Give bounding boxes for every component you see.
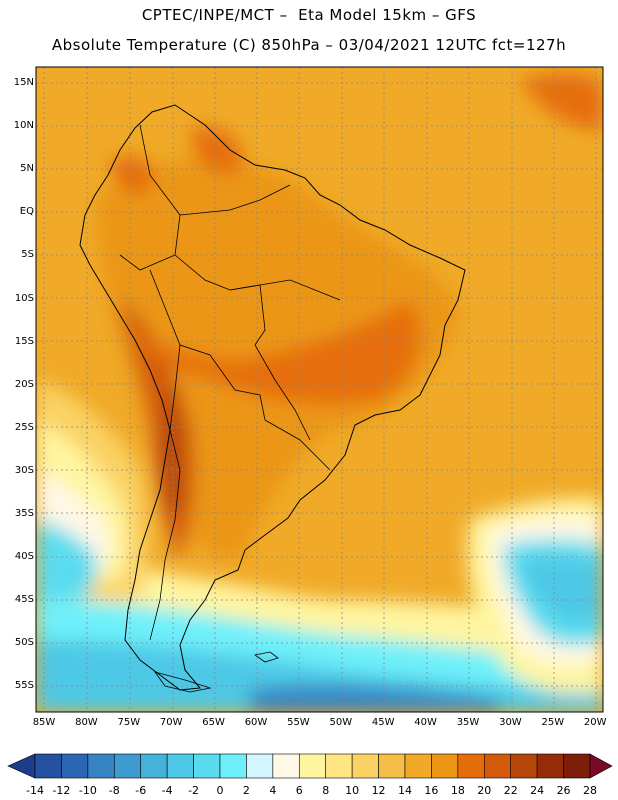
colorbar-swatch xyxy=(351,753,379,779)
colorbar-swatch xyxy=(246,753,274,779)
colorbar-swatch xyxy=(219,753,247,779)
lat-label: 10S xyxy=(14,292,34,304)
colorbar-label: 16 xyxy=(424,784,439,797)
lon-label: 65W xyxy=(202,717,225,728)
colorbar-label: 4 xyxy=(269,784,277,797)
lat-label: 5N xyxy=(20,163,34,175)
colorbar-label: 12 xyxy=(371,784,386,797)
colorbar-label: 8 xyxy=(322,784,330,797)
colorbar-swatch xyxy=(87,753,115,779)
lon-label: 75W xyxy=(117,717,141,728)
colorbar-label: 0 xyxy=(216,784,224,797)
lat-label: 15N xyxy=(13,77,34,88)
colorbar-swatch xyxy=(510,753,538,779)
chart-subtitle: Absolute Temperature (C) 850hPa – 03/04/… xyxy=(51,36,567,54)
lon-label: 55W xyxy=(287,717,310,728)
colorbar-swatch xyxy=(298,753,327,779)
colorbar xyxy=(7,753,613,779)
colorbar-swatch xyxy=(272,753,300,779)
colorbar-label: 28 xyxy=(583,784,597,797)
colorbar-label: 14 xyxy=(398,784,412,797)
lat-label: 55S xyxy=(14,680,34,692)
colorbar-label: 2 xyxy=(242,784,250,797)
colorbar-arrow-high xyxy=(589,753,613,779)
lat-label: 45S xyxy=(14,594,34,606)
colorbar-label: -8 xyxy=(108,784,120,797)
lon-label: 80W xyxy=(75,717,98,728)
coastline xyxy=(79,104,466,691)
colorbar-swatch xyxy=(325,753,353,779)
colorbar-swatch xyxy=(536,753,564,779)
lat-label: 50S xyxy=(14,637,34,649)
colorbar-swatch xyxy=(166,753,194,779)
colorbar-swatch xyxy=(61,753,89,779)
colorbar-label: -4 xyxy=(161,784,173,797)
colorbar-label: 20 xyxy=(477,784,492,797)
colorbar-label: 10 xyxy=(345,784,360,797)
colorbar-label: -14 xyxy=(26,784,44,797)
map-frame xyxy=(35,66,604,713)
country-borders xyxy=(119,124,341,641)
lon-label: 50W xyxy=(329,717,353,728)
lon-label: 70W xyxy=(159,717,183,728)
colorbar-label: -12 xyxy=(52,784,71,797)
lat-label: EQ xyxy=(19,206,34,218)
colorbar-swatch xyxy=(404,753,432,779)
lon-label: 20W xyxy=(583,717,607,728)
lat-label: 30S xyxy=(14,464,34,476)
colorbar-label: -6 xyxy=(135,784,147,797)
colorbar-label: 24 xyxy=(530,784,545,797)
lon-label: 35W xyxy=(456,717,480,728)
temperature-field xyxy=(36,67,603,712)
chart-title: CPTEC/INPE/MCT – Eta Model 15km – GFS xyxy=(141,6,477,24)
colorbar-label: 6 xyxy=(295,784,303,797)
colorbar-label: 22 xyxy=(503,784,518,797)
colorbar-swatch xyxy=(113,753,142,779)
colorbar-label: 26 xyxy=(556,784,571,797)
colorbar-label: -2 xyxy=(188,784,200,797)
lon-label: 60W xyxy=(244,717,268,728)
colorbar-swatch xyxy=(378,753,406,779)
colorbar-swatch xyxy=(140,753,168,779)
colorbar-swatch xyxy=(34,753,62,779)
lon-label: 30W xyxy=(499,717,522,728)
lon-label: 45W xyxy=(371,717,395,728)
lon-label: 25W xyxy=(541,717,565,728)
lat-label: 35S xyxy=(14,508,34,519)
colorbar-label: -10 xyxy=(78,784,97,797)
lat-label: 15S xyxy=(14,335,34,347)
lat-label: 10N xyxy=(13,120,34,132)
colorbar-swatch xyxy=(563,753,591,779)
lat-label: 5S xyxy=(21,249,34,261)
colorbar-label: 18 xyxy=(450,784,465,797)
colorbar-swatch xyxy=(457,753,485,779)
colorbar-swatch xyxy=(431,753,459,779)
colorbar-swatch xyxy=(193,753,221,779)
lat-label: 25S xyxy=(14,421,34,433)
lat-label: 40S xyxy=(14,551,34,563)
colorbar-arrow-low xyxy=(7,753,36,779)
lat-label: 20S xyxy=(14,378,34,390)
lon-label: 85W xyxy=(32,717,56,728)
lon-label: 40W xyxy=(414,717,437,728)
colorbar-swatch xyxy=(483,753,512,779)
